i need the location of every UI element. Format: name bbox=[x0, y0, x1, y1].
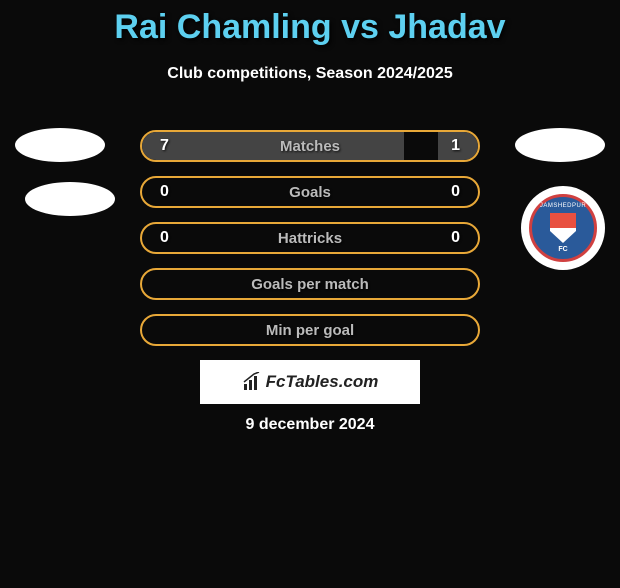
left-player-badge-2 bbox=[25, 182, 115, 216]
bar-matches: 7 Matches 1 bbox=[140, 130, 480, 162]
bar-label: Hattricks bbox=[142, 230, 478, 247]
right-player-badge-1 bbox=[515, 128, 605, 162]
bar-label: Goals bbox=[142, 184, 478, 201]
bar-label: Matches bbox=[142, 138, 478, 155]
right-club-badge: JAMSHEDPUR FC bbox=[521, 186, 605, 270]
comparison-bars: 7 Matches 1 0 Goals 0 0 Hattricks 0 Goal… bbox=[140, 130, 480, 360]
bar-label: Min per goal bbox=[142, 322, 478, 339]
page-title: Rai Chamling vs Jhadav bbox=[0, 8, 620, 47]
club-name-bot: FC bbox=[558, 246, 567, 253]
logo-text: FcTables.com bbox=[266, 372, 379, 392]
source-logo: FcTables.com bbox=[200, 360, 420, 404]
left-player-badge-1 bbox=[15, 128, 105, 162]
bar-min-per-goal: Min per goal bbox=[140, 314, 480, 346]
club-shield-icon bbox=[550, 213, 576, 243]
bar-value-right: 0 bbox=[451, 229, 460, 247]
page-subtitle: Club competitions, Season 2024/2025 bbox=[0, 65, 620, 83]
bar-goals-per-match: Goals per match bbox=[140, 268, 480, 300]
date-label: 9 december 2024 bbox=[0, 416, 620, 434]
bar-value-right: 0 bbox=[451, 183, 460, 201]
chart-icon bbox=[242, 372, 262, 392]
bar-label: Goals per match bbox=[142, 276, 478, 293]
club-name-top: JAMSHEDPUR bbox=[540, 203, 586, 209]
club-badge-inner: JAMSHEDPUR FC bbox=[529, 194, 597, 262]
bar-hattricks: 0 Hattricks 0 bbox=[140, 222, 480, 254]
bar-value-right: 1 bbox=[451, 137, 460, 155]
bar-goals: 0 Goals 0 bbox=[140, 176, 480, 208]
